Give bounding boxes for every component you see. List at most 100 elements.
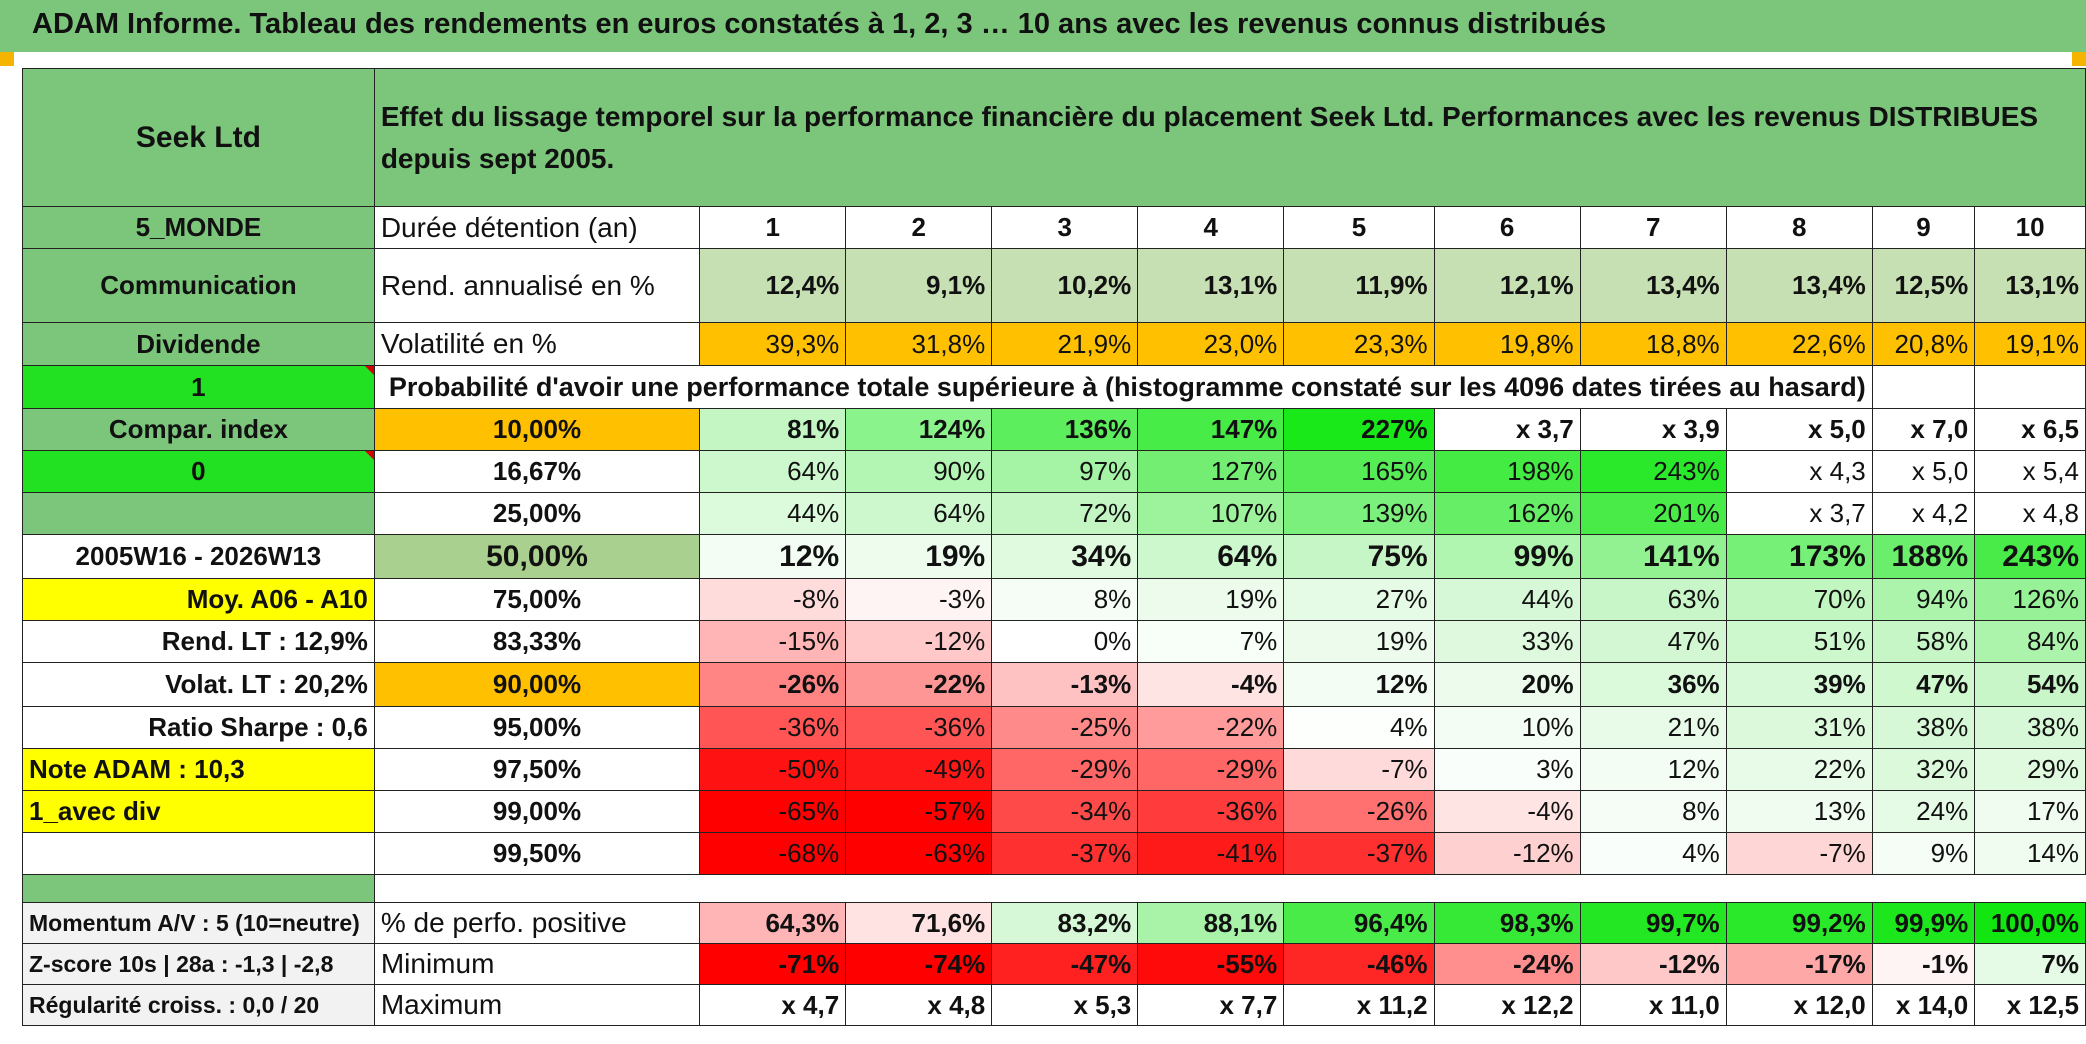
stats-cell: 7%	[1974, 943, 2086, 985]
probability-cell: 83,33%	[373, 620, 701, 663]
year-cell: 10	[1974, 206, 2086, 249]
stats-label: Minimum	[373, 943, 701, 985]
value-cell: -4%	[1433, 790, 1581, 833]
compar-flag[interactable]: 0	[22, 450, 375, 493]
value-cell: -26%	[699, 662, 847, 707]
value-cell: 64%	[699, 450, 847, 493]
sharpe-label: Ratio Sharpe : 0,6	[22, 706, 375, 749]
value-cell: 19%	[1283, 620, 1435, 663]
stats-cell: x 12,2	[1433, 984, 1581, 1026]
value-cell: 147%	[1137, 408, 1285, 451]
rend-cell: 12,5%	[1871, 248, 1976, 323]
value-cell: 9%	[1871, 832, 1976, 875]
value-cell: 3%	[1433, 748, 1581, 791]
stats-label: % de perfo. positive	[373, 902, 701, 944]
stats-cell: 88,1%	[1137, 902, 1285, 944]
value-cell: 34%	[991, 534, 1139, 579]
rend-cell: 13,4%	[1579, 248, 1727, 323]
note-label: Note ADAM : 10,3	[22, 748, 375, 791]
value-cell: 17%	[1974, 790, 2086, 833]
value-cell: 173%	[1725, 534, 1873, 579]
rend-cell: 13,4%	[1725, 248, 1873, 323]
value-cell: -7%	[1283, 748, 1435, 791]
value-cell: x 6,5	[1974, 408, 2086, 451]
rend-label: Rend. annualisé en %	[373, 248, 701, 323]
sidebar-empty	[22, 832, 375, 875]
dividend-label: Dividende	[22, 322, 375, 366]
stats-cell: 100,0%	[1974, 902, 2086, 944]
stats-cell: -71%	[699, 943, 847, 985]
value-cell: -50%	[699, 748, 847, 791]
prob-header-row: 1 Probabilité d'avoir une performance to…	[22, 365, 2086, 409]
value-cell: 90%	[845, 450, 993, 493]
stats-cell: -55%	[1137, 943, 1285, 985]
value-cell: 24%	[1871, 790, 1976, 833]
vol-label: Volatilité en %	[373, 322, 701, 366]
sidebar-blank	[22, 492, 375, 535]
stats-cell: x 7,7	[1137, 984, 1285, 1026]
duration-row: 5_MONDE Durée détention (an) 1 2 3 4 5 6…	[22, 206, 2086, 249]
moy-label: Moy. A06 - A10	[22, 578, 375, 621]
vol-cell: 19,8%	[1433, 322, 1581, 366]
vol-cell: 23,3%	[1283, 322, 1435, 366]
rend-cell: 12,1%	[1433, 248, 1581, 323]
sector-label: Communication	[22, 248, 375, 323]
stats-cell: 99,2%	[1725, 902, 1873, 944]
value-cell: -63%	[845, 832, 993, 875]
prob-row: 0 16,67% 64% 90% 97% 127% 165% 198% 243% x 4,3 x 5…	[22, 450, 2086, 493]
value-cell: 31%	[1725, 706, 1873, 749]
probability-cell: 10,00%	[373, 408, 701, 451]
stats-cell: x 4,7	[699, 984, 847, 1026]
corner-marker-left	[0, 52, 14, 66]
stats-cell: 83,2%	[991, 902, 1139, 944]
value-cell: 81%	[699, 408, 847, 451]
vol-cell: 18,8%	[1579, 322, 1727, 366]
value-cell: -22%	[845, 662, 993, 707]
prob-row: Moy. A06 - A10 75,00% -8% -3% 8% 19% 27% 44% 63%…	[22, 578, 2086, 621]
rend-cell: 13,1%	[1137, 248, 1285, 323]
rend-row: Communication Rend. annualisé en % 12,4%…	[22, 248, 2086, 323]
prob-row: 1_avec div 99,00% -65% -57% -34% -36% -26% -4% 8…	[22, 790, 2086, 833]
year-cell: 8	[1725, 206, 1873, 249]
value-cell: x 4,8	[1974, 492, 2086, 535]
value-cell: 12%	[1283, 662, 1435, 707]
value-cell: -37%	[1283, 832, 1435, 875]
stats-cell: x 11,0	[1579, 984, 1727, 1026]
value-cell: -15%	[699, 620, 847, 663]
value-cell: -29%	[1137, 748, 1285, 791]
value-cell: -57%	[845, 790, 993, 833]
stats-cell: -74%	[845, 943, 993, 985]
stats-cell: -46%	[1283, 943, 1435, 985]
fund-name: Seek Ltd	[22, 68, 375, 207]
rend-cell: 9,1%	[845, 248, 993, 323]
value-cell: 94%	[1871, 578, 1976, 621]
value-cell: 29%	[1974, 748, 2086, 791]
report-title: ADAM Informe. Tableau des rendements en …	[32, 8, 1607, 40]
rend-cell: 12,4%	[699, 248, 847, 323]
probability-cell: 90,00%	[373, 662, 701, 707]
value-cell: 99%	[1433, 534, 1581, 579]
value-cell: 12%	[699, 534, 847, 579]
vol-cell: 23,0%	[1137, 322, 1285, 366]
spacer-green	[22, 874, 375, 903]
stats-side-label: Momentum A/V : 5 (10=neutre)	[22, 902, 375, 944]
probability-cell: 50,00%	[373, 534, 701, 579]
spacer-row	[22, 874, 2086, 903]
value-cell: x 7,0	[1871, 408, 1976, 451]
value-cell: 36%	[1579, 662, 1727, 707]
dividend-flag[interactable]: 1	[22, 365, 375, 409]
value-cell: -25%	[991, 706, 1139, 749]
probability-cell: 95,00%	[373, 706, 701, 749]
value-cell: 162%	[1433, 492, 1581, 535]
stats-side-label: Z-score 10s | 28a : -1,3 | -2,8	[22, 943, 375, 985]
stats-cell: 71,6%	[845, 902, 993, 944]
table-description: Effet du lissage temporel sur la perform…	[373, 68, 2086, 207]
value-cell: 139%	[1283, 492, 1435, 535]
value-cell: 44%	[1433, 578, 1581, 621]
value-cell: x 3,7	[1725, 492, 1873, 535]
period-label: 2005W16 - 2026W13	[22, 534, 375, 579]
value-cell: -3%	[845, 578, 993, 621]
rend-cell: 13,1%	[1974, 248, 2086, 323]
stats-cell: x 12,5	[1974, 984, 2086, 1026]
value-cell: 32%	[1871, 748, 1976, 791]
